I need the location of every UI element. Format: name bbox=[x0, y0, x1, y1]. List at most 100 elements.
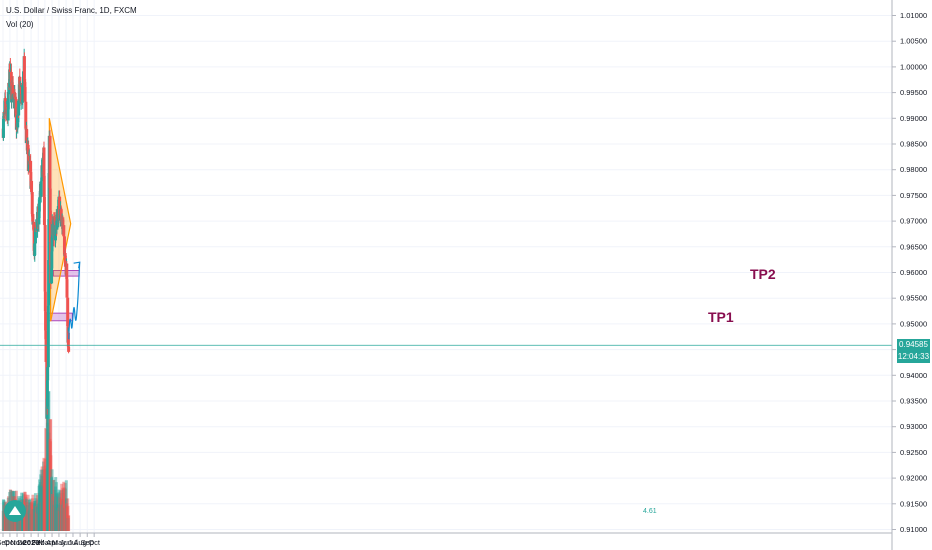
grid-lines bbox=[0, 0, 892, 533]
price-tick-label: 0.96500 bbox=[900, 242, 927, 251]
price-tick-label: 0.96000 bbox=[900, 268, 927, 277]
price-axis: 1.01000 1.00500 1.00000 0.99500 0.99000 0.985… bbox=[891, 0, 927, 550]
time-tick-label: May bbox=[52, 538, 66, 547]
candle-body bbox=[30, 180, 34, 193]
candle-body bbox=[48, 188, 52, 211]
candlestick-series bbox=[1, 48, 71, 428]
candle-body bbox=[25, 129, 29, 141]
projection-curve bbox=[68, 262, 81, 340]
price-tick-label: 1.01000 bbox=[900, 11, 927, 20]
tp1-label: TP1 bbox=[708, 309, 734, 325]
candle-body bbox=[6, 92, 10, 110]
candle-body bbox=[42, 175, 46, 197]
candle-body bbox=[21, 87, 25, 100]
candle-body bbox=[1, 118, 5, 138]
candle-body bbox=[24, 101, 28, 129]
candle-body bbox=[65, 279, 69, 298]
symbol-legend: U.S. Dollar / Swiss Franc, 1D, FXCM bbox=[6, 6, 137, 15]
candle-body bbox=[37, 218, 41, 225]
time-tick-label: Aug bbox=[73, 538, 86, 547]
candle-body bbox=[46, 305, 50, 368]
candle-body bbox=[14, 99, 18, 114]
candle-body bbox=[31, 216, 35, 222]
projection-arrow-icon bbox=[73, 261, 81, 269]
candle-body bbox=[55, 220, 59, 230]
price-tick-label: 0.94000 bbox=[900, 371, 927, 380]
price-tick-label: 0.93000 bbox=[900, 422, 927, 431]
time-axis: SepOctNovDec2020FebMarAprMayJunJulAugSep… bbox=[0, 532, 892, 547]
price-tick-label: 1.00000 bbox=[900, 62, 927, 71]
candle-body bbox=[33, 243, 37, 256]
candle-body bbox=[32, 222, 36, 231]
candle-body bbox=[66, 332, 70, 347]
price-tick-label: 0.93500 bbox=[900, 397, 927, 406]
time-tick-label: Jun bbox=[60, 538, 72, 547]
candle-body bbox=[42, 196, 46, 225]
price-tick-label: 0.91000 bbox=[900, 525, 927, 534]
candle-body bbox=[65, 263, 69, 280]
time-tick-label: 2020 bbox=[23, 538, 40, 547]
price-tick-label: 0.97000 bbox=[900, 217, 927, 226]
time-tick-label: Dec bbox=[17, 538, 31, 547]
candle-body bbox=[67, 346, 71, 352]
candle-body bbox=[46, 367, 50, 381]
candle-body bbox=[66, 297, 70, 327]
time-tick-label: Mar bbox=[38, 538, 51, 547]
price-tick-label: 0.92000 bbox=[900, 474, 927, 483]
candle-body bbox=[2, 112, 6, 114]
volume-bar bbox=[67, 515, 71, 531]
candle-body bbox=[16, 115, 20, 123]
price-tick-label: 1.00500 bbox=[900, 37, 927, 46]
volume-annotation: 4.61 bbox=[643, 508, 657, 515]
candle-body bbox=[13, 97, 17, 100]
price-tick-label: 0.98000 bbox=[900, 165, 927, 174]
countdown-badge: 12:04:33 bbox=[897, 351, 930, 363]
price-tick-label: 0.97500 bbox=[900, 191, 927, 200]
candle-body bbox=[17, 100, 21, 116]
candle-body bbox=[48, 210, 52, 243]
current-price-badge: 0.94585 bbox=[897, 339, 930, 351]
volume-legend: Vol (20) bbox=[6, 20, 34, 29]
candle-body bbox=[58, 196, 62, 215]
candle-body bbox=[62, 236, 66, 255]
candle-body bbox=[50, 251, 54, 269]
candle-body bbox=[38, 197, 42, 200]
candle-body bbox=[62, 225, 66, 237]
time-tick-label: Sep bbox=[0, 538, 10, 547]
time-tick-label: Oct bbox=[88, 538, 101, 547]
volume-bars bbox=[1, 391, 71, 531]
time-tick-label: Feb bbox=[32, 538, 45, 547]
tradingview-logo-icon[interactable] bbox=[4, 500, 26, 522]
candle-body bbox=[9, 71, 13, 84]
candle-body bbox=[43, 224, 47, 292]
candle-body bbox=[30, 192, 34, 215]
price-tick-label: 0.95500 bbox=[900, 294, 927, 303]
candle-body bbox=[42, 147, 46, 176]
candle-body bbox=[47, 259, 51, 306]
candle-body bbox=[45, 380, 49, 407]
candle-body bbox=[18, 76, 22, 84]
time-tick-label: Sep bbox=[81, 538, 94, 547]
time-tick-label: Jul bbox=[68, 538, 78, 547]
candle-body bbox=[39, 181, 43, 197]
price-tick-label: 0.92500 bbox=[900, 448, 927, 457]
candle-body bbox=[54, 225, 58, 235]
candle-body bbox=[50, 268, 54, 284]
time-tick-label: Apr bbox=[46, 538, 58, 547]
price-tick-label: 0.98500 bbox=[900, 140, 927, 149]
candle-body bbox=[23, 86, 27, 102]
candle-body bbox=[63, 255, 67, 267]
projection-path bbox=[68, 261, 81, 340]
candle-body bbox=[22, 56, 26, 79]
price-tick-label: 0.95000 bbox=[900, 319, 927, 328]
price-tick-label: 0.99500 bbox=[900, 88, 927, 97]
candle-body bbox=[48, 135, 52, 189]
candle-body bbox=[44, 339, 48, 362]
candle-body bbox=[44, 311, 48, 331]
tp2-label: TP2 bbox=[750, 266, 776, 282]
candle-body bbox=[26, 145, 30, 149]
candle-body bbox=[43, 291, 47, 312]
time-tick-label: Oct bbox=[4, 538, 17, 547]
price-tick-label: 0.99000 bbox=[900, 114, 927, 123]
